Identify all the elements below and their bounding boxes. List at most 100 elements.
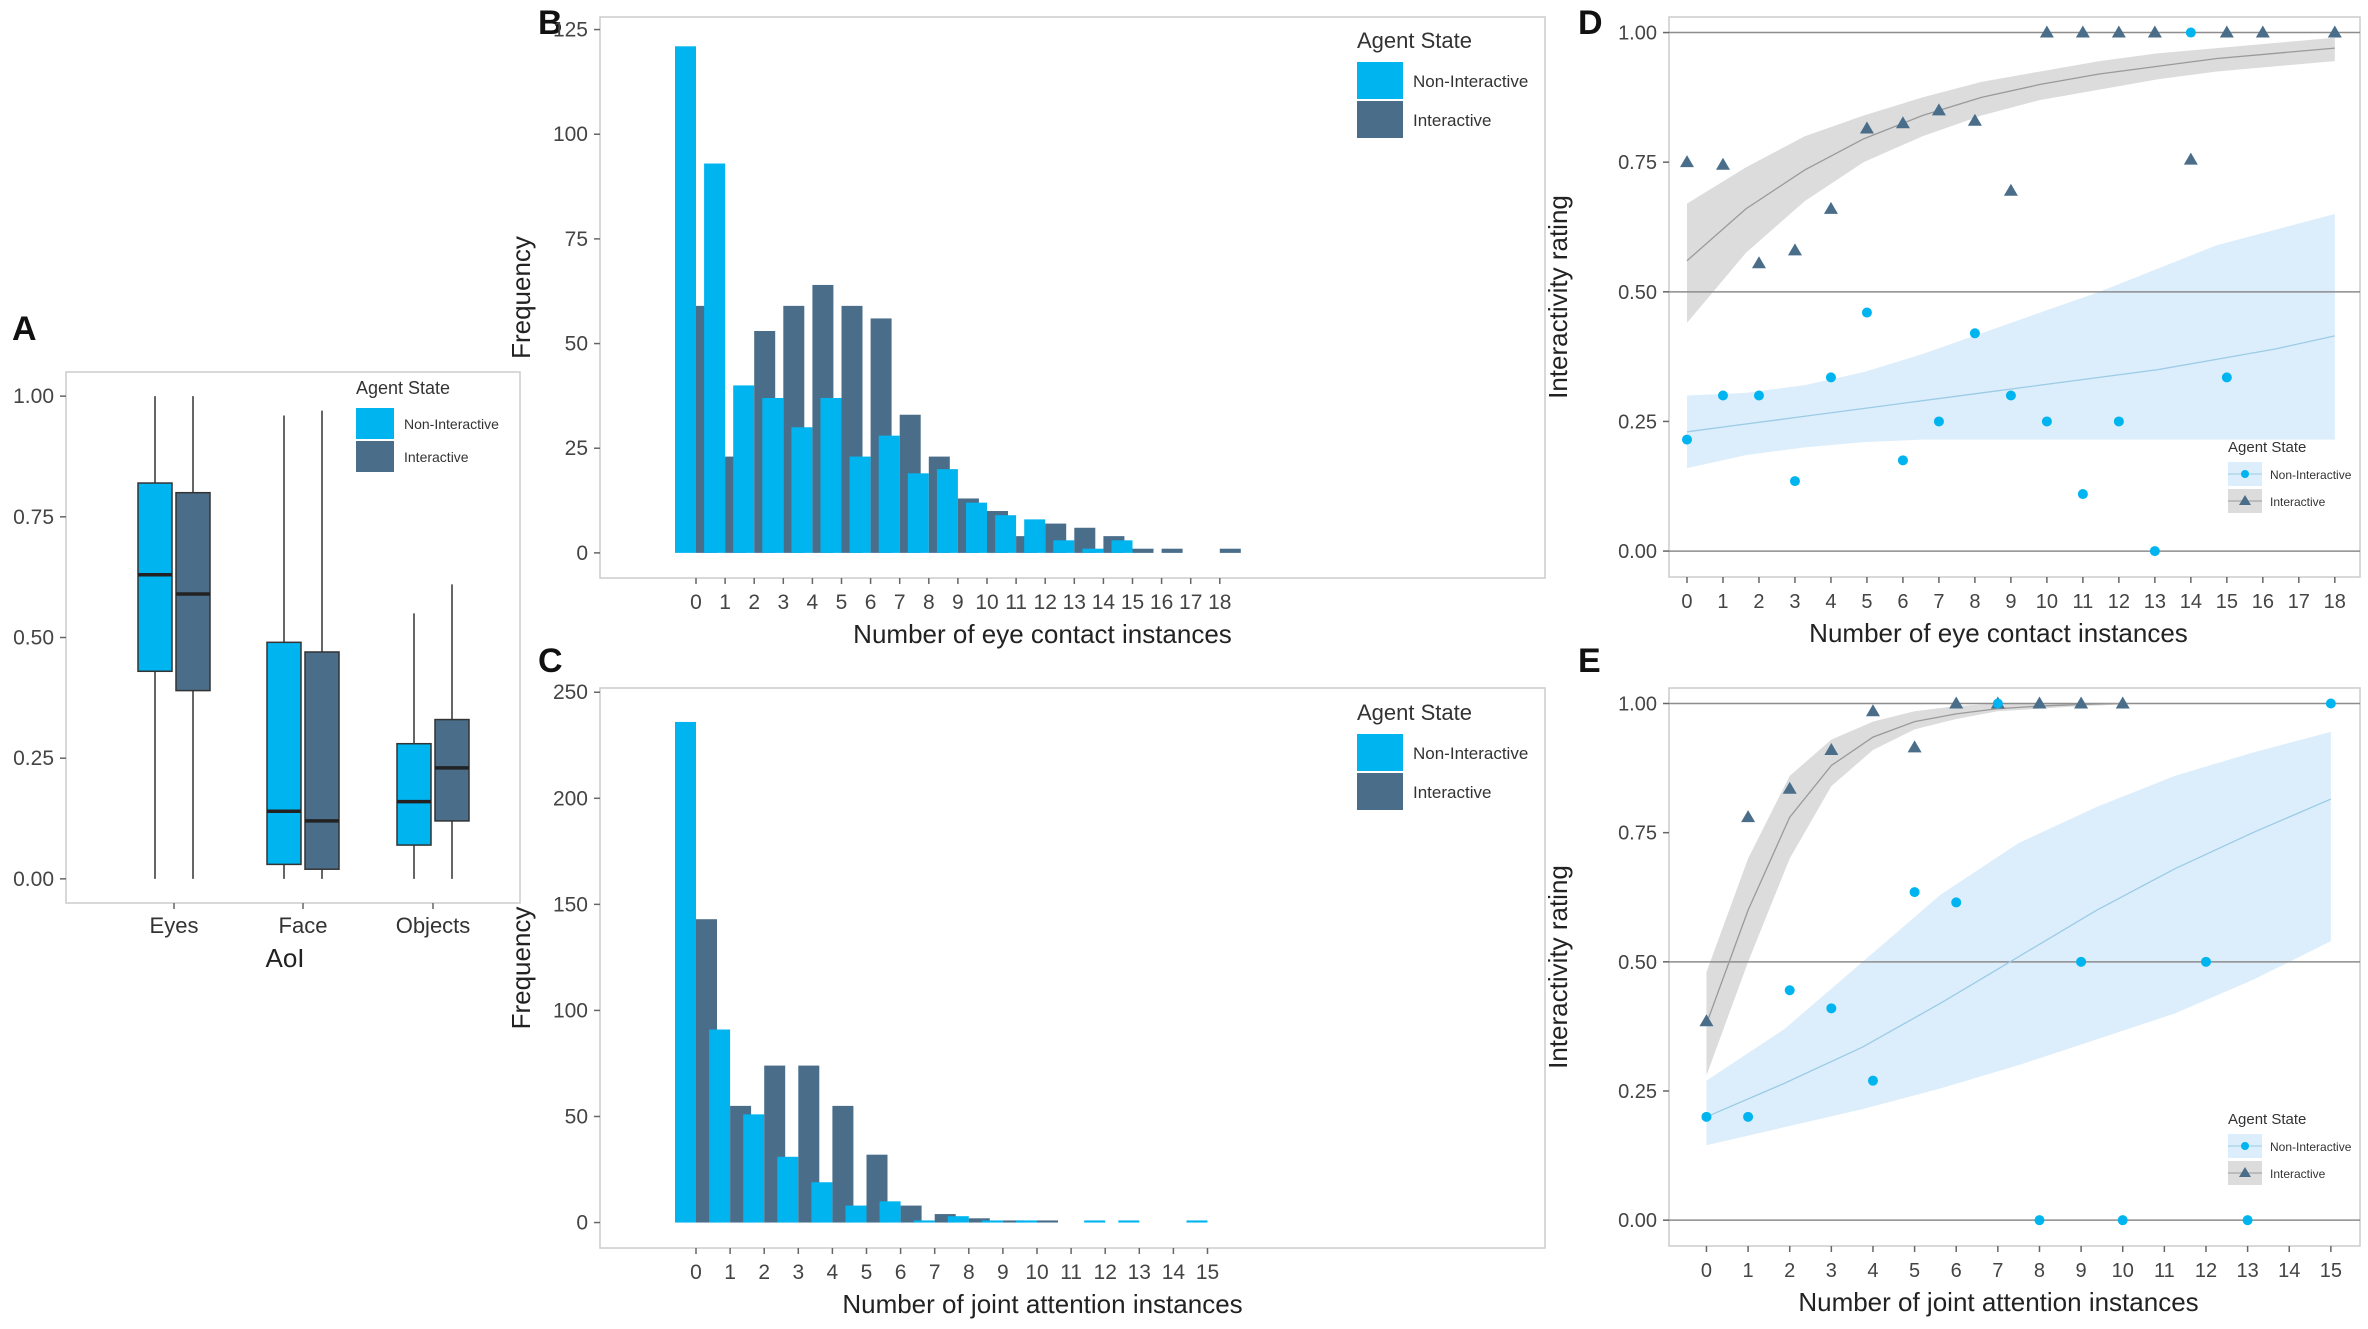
point-non-interactive bbox=[2034, 1215, 2045, 1226]
bar-non-interactive bbox=[791, 427, 813, 553]
x-tick-label: 3 bbox=[1826, 1260, 1837, 1282]
bar-non-interactive bbox=[966, 502, 987, 553]
point-interactive bbox=[1741, 810, 1756, 823]
y-tick-label: 0 bbox=[576, 1212, 588, 1235]
point-interactive bbox=[2074, 696, 2089, 709]
y-axis-label: Interactivity rating bbox=[1543, 195, 1573, 399]
point-interactive bbox=[1787, 243, 1802, 256]
point-non-interactive bbox=[1969, 328, 1980, 339]
x-axis-label: Number of eye contact instances bbox=[853, 619, 1232, 649]
bar-non-interactive bbox=[820, 397, 842, 553]
x-tick-label: 13 bbox=[1063, 591, 1086, 614]
point-interactive bbox=[1782, 781, 1797, 794]
point-interactive bbox=[2003, 183, 2018, 196]
box-interactive bbox=[304, 651, 340, 870]
confidence-band-interactive bbox=[1706, 703, 2123, 1076]
y-tick-label: 75 bbox=[565, 228, 588, 251]
point-non-interactive bbox=[2076, 956, 2087, 967]
bar-non-interactive bbox=[1024, 519, 1046, 553]
point-non-interactive bbox=[1789, 476, 1800, 487]
x-tick-label: 6 bbox=[1897, 591, 1908, 613]
x-tick-label: 5 bbox=[836, 591, 848, 614]
point-non-interactive bbox=[1681, 434, 1692, 445]
y-tick-label: 50 bbox=[565, 333, 588, 356]
legend-swatch-non-interactive bbox=[356, 408, 394, 439]
point-non-interactive bbox=[2325, 698, 2336, 709]
bar-non-interactive bbox=[995, 515, 1017, 553]
point-non-interactive bbox=[2041, 416, 2052, 427]
x-tick-label: 13 bbox=[2144, 591, 2166, 613]
y-axis-label: Frequency bbox=[506, 907, 536, 1030]
x-tick-label: 10 bbox=[1025, 1261, 1048, 1284]
fit-line-interactive bbox=[1705, 702, 2123, 1025]
legend-label: Non-Interactive bbox=[2270, 1140, 2352, 1154]
point-interactive bbox=[2111, 25, 2126, 38]
point-non-interactive bbox=[2221, 372, 2232, 383]
x-tick-label: 10 bbox=[2112, 1260, 2134, 1282]
panel-label-A: A bbox=[12, 310, 37, 348]
x-tick-label: 7 bbox=[1933, 591, 1944, 613]
y-tick-label: 250 bbox=[553, 681, 588, 704]
legend-key-marker bbox=[2241, 470, 2249, 478]
panel-e: E 0.00 0.25 0.50 0.75 1.00 Interactivity ratin… bbox=[1543, 642, 2361, 1317]
x-tick-label: Eyes bbox=[150, 913, 199, 938]
x-tick-label: 5 bbox=[1861, 591, 1872, 613]
bar-non-interactive bbox=[845, 1205, 867, 1223]
bar-interactive bbox=[1037, 1220, 1058, 1223]
point-non-interactive bbox=[1701, 1111, 1712, 1122]
point-interactive bbox=[2147, 25, 2162, 38]
fit-line-non-interactive bbox=[1706, 798, 2332, 1118]
bar-non-interactive bbox=[777, 1156, 799, 1223]
y-tick-label: 0.00 bbox=[1618, 1210, 1657, 1232]
box-non-interactive bbox=[396, 742, 432, 846]
confidence-band-non-interactive bbox=[1706, 731, 2331, 1146]
y-tick-label: 0.75 bbox=[1618, 823, 1657, 845]
point-non-interactive bbox=[2117, 1215, 2128, 1226]
point-non-interactive bbox=[2149, 546, 2160, 557]
x-tick-label: 8 bbox=[963, 1261, 975, 1284]
point-non-interactive bbox=[1753, 390, 1764, 401]
bar-interactive bbox=[1161, 548, 1183, 553]
point-interactive bbox=[1907, 740, 1922, 753]
bar-non-interactive bbox=[907, 473, 929, 553]
bar-non-interactive bbox=[1118, 1220, 1140, 1223]
bar-non-interactive bbox=[675, 721, 696, 1223]
point-interactive bbox=[1699, 1014, 1714, 1027]
bar-non-interactive bbox=[733, 385, 755, 553]
legend-title: Agent State bbox=[1357, 700, 1472, 725]
y-tick-label: 0.50 bbox=[13, 627, 54, 650]
confidence-band-interactive bbox=[1686, 37, 2335, 323]
bar-interactive bbox=[1002, 1220, 1024, 1223]
point-interactive bbox=[1715, 157, 1730, 170]
point-non-interactive bbox=[1909, 887, 1920, 898]
point-non-interactive bbox=[1867, 1075, 1878, 1086]
point-non-interactive bbox=[1825, 372, 1836, 383]
point-non-interactive bbox=[2077, 489, 2088, 500]
x-tick-label: 6 bbox=[895, 1261, 907, 1284]
fit-line-interactive bbox=[1686, 47, 2335, 262]
y-tick-label: 1.00 bbox=[13, 385, 54, 408]
y-tick-label: 0.25 bbox=[1618, 1081, 1657, 1103]
point-interactive bbox=[1931, 103, 1946, 116]
x-tick-label: 13 bbox=[2236, 1260, 2258, 1282]
bar-non-interactive bbox=[936, 469, 958, 553]
y-tick-label: 0.50 bbox=[1618, 282, 1657, 304]
point-interactive bbox=[1967, 113, 1982, 126]
legend-swatch-interactive bbox=[1357, 101, 1403, 138]
point-non-interactive bbox=[1826, 1003, 1837, 1014]
x-tick-label: 2 bbox=[758, 1261, 770, 1284]
fit-line-non-interactive bbox=[1686, 335, 2335, 433]
bar-interactive bbox=[934, 1214, 956, 1223]
x-tick-label: 14 bbox=[2278, 1260, 2300, 1282]
point-non-interactive bbox=[1897, 455, 1908, 466]
bar-non-interactive bbox=[704, 163, 726, 553]
x-tick-label: 3 bbox=[777, 591, 789, 614]
x-tick-label: 18 bbox=[2324, 591, 2346, 613]
legend-label: Interactive bbox=[2270, 1167, 2326, 1181]
point-non-interactive bbox=[1933, 416, 1944, 427]
y-tick-label: 0.25 bbox=[13, 747, 54, 770]
y-tick-label: 200 bbox=[553, 787, 588, 810]
point-interactive bbox=[1949, 696, 1964, 709]
bar-non-interactive bbox=[1053, 540, 1075, 553]
x-tick-label: 3 bbox=[792, 1261, 804, 1284]
